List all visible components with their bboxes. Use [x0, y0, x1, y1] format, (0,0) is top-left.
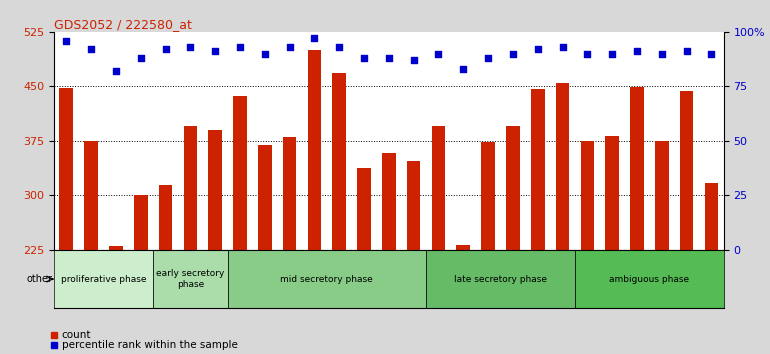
Point	[606, 51, 618, 57]
Point	[234, 44, 246, 50]
Text: late secretory phase: late secretory phase	[454, 275, 547, 284]
Point	[60, 38, 72, 44]
Bar	[357, 168, 371, 354]
Point	[333, 44, 346, 50]
Point	[259, 51, 271, 57]
Bar	[531, 88, 544, 354]
Bar	[333, 73, 346, 354]
Text: ambiguous phase: ambiguous phase	[609, 275, 689, 284]
Point	[407, 57, 420, 63]
Bar	[233, 96, 247, 354]
Bar	[605, 136, 619, 354]
Bar	[134, 195, 148, 354]
Point	[432, 51, 444, 57]
Point	[655, 51, 668, 57]
Bar	[382, 153, 396, 354]
Bar	[109, 246, 122, 354]
Bar	[258, 144, 272, 354]
Point	[705, 51, 718, 57]
Text: proliferative phase: proliferative phase	[61, 275, 146, 284]
Point	[135, 55, 147, 61]
Point	[482, 55, 494, 61]
Bar	[575, 250, 724, 308]
Text: count: count	[62, 330, 91, 339]
Bar	[581, 141, 594, 354]
Text: GDS2052 / 222580_at: GDS2052 / 222580_at	[54, 18, 192, 31]
Bar	[307, 50, 321, 354]
Bar	[655, 141, 668, 354]
Text: early secretory
phase: early secretory phase	[156, 269, 225, 289]
Bar	[432, 126, 445, 354]
Point	[110, 68, 122, 74]
Bar	[84, 141, 98, 354]
Text: mid secretory phase: mid secretory phase	[280, 275, 373, 284]
Point	[308, 35, 320, 41]
Point	[581, 51, 594, 57]
Point	[184, 44, 196, 50]
Point	[159, 46, 172, 52]
Point	[681, 48, 693, 54]
Point	[631, 48, 643, 54]
Bar	[59, 88, 73, 354]
Point	[557, 44, 569, 50]
Text: percentile rank within the sample: percentile rank within the sample	[62, 340, 237, 350]
Bar	[54, 250, 153, 308]
Bar	[630, 87, 644, 354]
Bar	[705, 183, 718, 354]
Bar	[556, 83, 569, 354]
Point	[531, 46, 544, 52]
Bar	[159, 184, 172, 354]
Bar	[481, 142, 495, 354]
Point	[283, 44, 296, 50]
Text: other: other	[27, 274, 52, 284]
Point	[358, 55, 370, 61]
Point	[507, 51, 519, 57]
Bar	[457, 245, 470, 354]
Point	[457, 66, 470, 72]
Bar	[407, 161, 420, 354]
Point	[383, 55, 395, 61]
Bar	[426, 250, 575, 308]
Point	[209, 48, 221, 54]
Bar	[153, 250, 228, 308]
Bar	[283, 137, 296, 354]
Bar	[183, 126, 197, 354]
Bar	[680, 91, 694, 354]
Bar	[506, 126, 520, 354]
Bar	[209, 130, 222, 354]
Point	[85, 46, 97, 52]
Bar	[228, 250, 426, 308]
